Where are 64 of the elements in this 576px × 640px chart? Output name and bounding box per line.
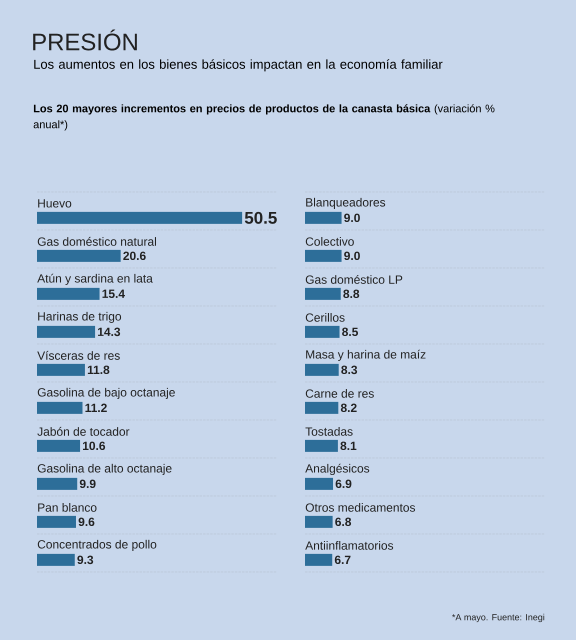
y-tick-label: Pan blanco (38, 503, 96, 512)
text: *A mayo. Fuente: Inegi (452, 614, 544, 622)
bar (37, 250, 121, 262)
y-tick-label: Colectivo (306, 237, 354, 246)
y-tick-label: Atún y sardina en lata (37, 274, 153, 286)
chart-subtitle: Los aumentos en los bienes básicos impactan en la economía familiar (34, 59, 443, 72)
data-label: 9.0 (344, 252, 360, 260)
data-label: 50.5 (244, 212, 277, 224)
bar (37, 516, 76, 528)
bar (37, 554, 75, 566)
bar (37, 212, 242, 224)
data-label: 11.2 (85, 404, 107, 412)
y-tick-label: Analgésicos (305, 464, 370, 476)
bar (305, 478, 334, 490)
bar (305, 516, 333, 528)
data-label: 8.5 (342, 328, 358, 336)
data-label: 6.9 (336, 480, 352, 488)
bar (305, 364, 339, 376)
data-label: 9.0 (344, 214, 360, 222)
y-tick-label: Cerillos (306, 313, 345, 322)
y-tick-label: Jabón de tocador (37, 426, 130, 436)
data-label: 11.8 (88, 366, 110, 374)
data-label: 6.7 (334, 556, 351, 564)
bar (37, 402, 82, 414)
data-label: 20.6 (123, 252, 146, 260)
y-tick-label: Tostadas (305, 427, 353, 436)
bar (305, 402, 338, 414)
data-label: 6.8 (335, 518, 352, 526)
y-tick-label: Otros medicamentos (306, 503, 416, 512)
y-tick-label: Antiinflamatorios (305, 541, 394, 550)
y-tick-label: Gas doméstico LP (306, 274, 402, 284)
data-label: 8.8 (343, 290, 360, 298)
bar (37, 326, 96, 338)
y-tick-label: Gasolina de alto octanaje (38, 464, 172, 475)
y-tick-label: Gasolina de bajo octanaje (38, 388, 175, 399)
bar (305, 288, 341, 300)
y-tick-label: Harinas de trigo (38, 312, 122, 323)
chart-title: PRESIÓN (33, 30, 137, 50)
bar (37, 478, 78, 490)
data-label: 14.3 (98, 328, 120, 336)
text: Los 20 mayores incrementos en precios de productos de la canasta básica (variación % anual*) (34, 104, 495, 130)
data-label: 15.4 (102, 290, 125, 298)
bar (37, 288, 100, 300)
y-tick-label: Blanqueadores (306, 198, 386, 209)
y-tick-label: Gas doméstico natural (38, 236, 156, 246)
y-tick-label: Carne de res (306, 389, 374, 398)
bar (37, 440, 80, 452)
data-label: 9.3 (77, 556, 94, 564)
y-tick-label: Concentrados de pollo (38, 540, 156, 551)
data-label: 8.3 (341, 366, 358, 374)
y-tick-label: Masa y harina de maíz (306, 350, 426, 362)
data-label: 9.6 (78, 518, 94, 526)
bar (37, 364, 85, 376)
data-label: 8.1 (340, 442, 356, 450)
data-label: 9.9 (80, 480, 96, 488)
bar (305, 212, 342, 224)
bar (305, 250, 342, 262)
y-tick-label: Vísceras de res (37, 350, 120, 360)
bar (305, 326, 340, 338)
y-tick-label: Huevo (38, 199, 72, 208)
data-label: 8.2 (340, 404, 357, 412)
data-label: 10.6 (83, 442, 106, 450)
bar (305, 554, 332, 566)
bar (305, 440, 338, 452)
